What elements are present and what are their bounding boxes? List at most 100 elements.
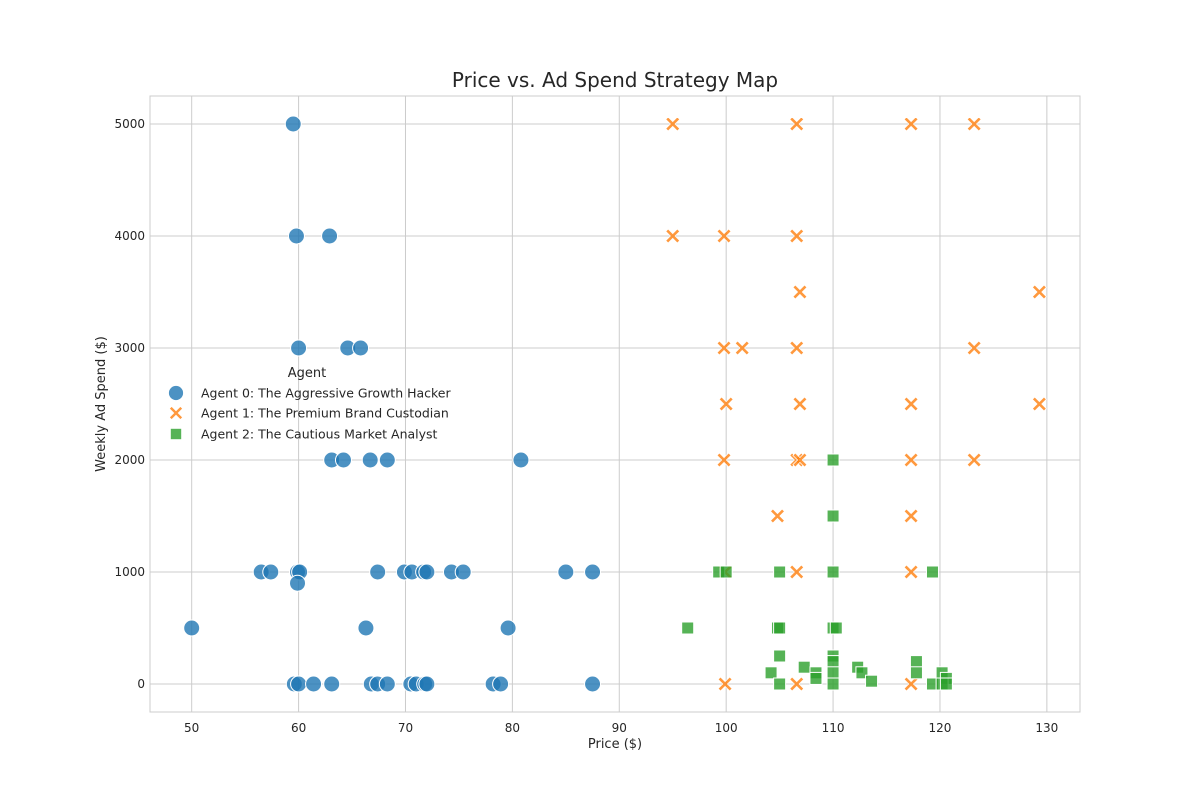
agent-2-point <box>826 677 840 691</box>
agent-0-point <box>454 563 472 581</box>
plot-frame <box>149 95 1081 713</box>
x-tick-label: 130 <box>1035 721 1058 735</box>
legend-label-agent-1: Agent 1: The Premium Brand Custodian <box>201 406 449 421</box>
agent-2-point <box>865 674 879 688</box>
x-tick-label: 50 <box>184 721 199 735</box>
agent-0-point <box>361 451 379 469</box>
agent-1-point <box>903 116 919 132</box>
agent-2-point <box>719 565 733 579</box>
agent-0-point <box>290 675 308 693</box>
agent-2-point <box>764 666 778 680</box>
series-agent-0 <box>183 115 602 693</box>
legend-marker-agent-0 <box>167 384 185 402</box>
agent-0-point <box>287 227 305 245</box>
agent-1-point <box>903 676 919 692</box>
agent-1-point <box>665 228 681 244</box>
chart-title: Price vs. Ad Spend Strategy Map <box>452 68 778 92</box>
agent-0-point <box>584 675 602 693</box>
agent-0-point <box>321 227 339 245</box>
agent-2-point <box>855 666 869 680</box>
agent-2-point <box>826 509 840 523</box>
legend-label-agent-0: Agent 0: The Aggressive Growth Hacker <box>201 386 452 401</box>
y-tick-label: 5000 <box>114 117 145 131</box>
x-tick-label: 80 <box>505 721 520 735</box>
agent-2-point <box>925 565 939 579</box>
agent-1-point <box>716 452 732 468</box>
agent-1-point <box>903 452 919 468</box>
x-tick-label: 100 <box>715 721 738 735</box>
agent-2-point <box>773 565 787 579</box>
y-tick-label: 2000 <box>114 453 145 467</box>
agent-1-point <box>792 284 808 300</box>
agent-2-point <box>826 666 840 680</box>
agent-1-point <box>665 116 681 132</box>
agent-0-point <box>357 619 375 637</box>
agent-0-point <box>305 675 323 693</box>
x-tick-label: 110 <box>822 721 845 735</box>
y-tick-label: 3000 <box>114 341 145 355</box>
agent-1-point <box>789 564 805 580</box>
agent-1-point <box>792 396 808 412</box>
agent-0-point <box>378 675 396 693</box>
agent-0-point <box>290 339 308 357</box>
agent-0-point <box>418 675 436 693</box>
x-tick-label: 70 <box>398 721 413 735</box>
agent-2-point <box>773 677 787 691</box>
agent-1-point <box>734 340 750 356</box>
agent-0-point <box>369 563 387 581</box>
agent-0-point <box>262 563 280 581</box>
x-tick-label: 60 <box>291 721 306 735</box>
y-tick-label: 1000 <box>114 565 145 579</box>
agent-0-point <box>284 115 302 133</box>
agent-1-point <box>718 396 734 412</box>
x-tick-labels: 50 60 70 80 90 100 110 120 130 <box>184 721 1058 735</box>
y-tick-label: 4000 <box>114 229 145 243</box>
agent-1-point <box>903 564 919 580</box>
agent-1-point <box>769 508 786 524</box>
y-axis-label: Weekly Ad Spend ($) <box>94 336 109 472</box>
agent-2-point <box>909 666 923 680</box>
agent-2-point <box>909 655 923 669</box>
agent-0-point <box>183 619 201 637</box>
agent-2-point <box>939 677 953 691</box>
agent-0-point <box>334 451 352 469</box>
series-agent-2 <box>681 453 953 691</box>
agent-2-point <box>809 671 823 685</box>
agent-1-point <box>792 452 808 468</box>
agent-1-point <box>1031 396 1047 412</box>
agent-1-point <box>789 340 805 356</box>
agent-1-point <box>1031 284 1047 300</box>
legend-marker-agent-2 <box>169 427 183 441</box>
agent-0-point <box>492 675 510 693</box>
agent-1-point <box>789 228 805 244</box>
x-tick-label: 120 <box>929 721 952 735</box>
agent-0-point <box>499 619 517 637</box>
x-axis-label: Price ($) <box>588 737 642 752</box>
x-tick-label: 90 <box>612 721 627 735</box>
y-tick-label: 0 <box>137 677 145 691</box>
agent-2-point <box>826 565 840 579</box>
agent-2-point <box>681 621 695 635</box>
agent-2-point <box>829 621 843 635</box>
agent-0-point <box>378 451 396 469</box>
legend-label-agent-2: Agent 2: The Cautious Market Analyst <box>201 427 438 442</box>
legend-title: Agent <box>288 366 326 381</box>
agent-1-point <box>903 396 919 412</box>
agent-2-point <box>773 621 787 635</box>
plot-points <box>183 115 1047 693</box>
y-tick-labels: 0 1000 2000 3000 4000 5000 <box>114 117 145 691</box>
agent-0-point <box>289 574 307 592</box>
agent-2-point <box>797 660 811 674</box>
agent-0-point <box>512 451 530 469</box>
legend: Agent Agent 0: The Aggressive Growth Hac… <box>167 366 452 442</box>
agent-1-point <box>716 228 732 244</box>
agent-0-point <box>323 675 341 693</box>
agent-2-point <box>826 453 840 467</box>
agent-1-point <box>966 452 982 468</box>
agent-1-point <box>966 116 982 132</box>
agent-0-point <box>418 563 436 581</box>
agent-1-point <box>966 340 982 356</box>
agent-2-point <box>773 649 787 663</box>
agent-0-point <box>352 339 370 357</box>
